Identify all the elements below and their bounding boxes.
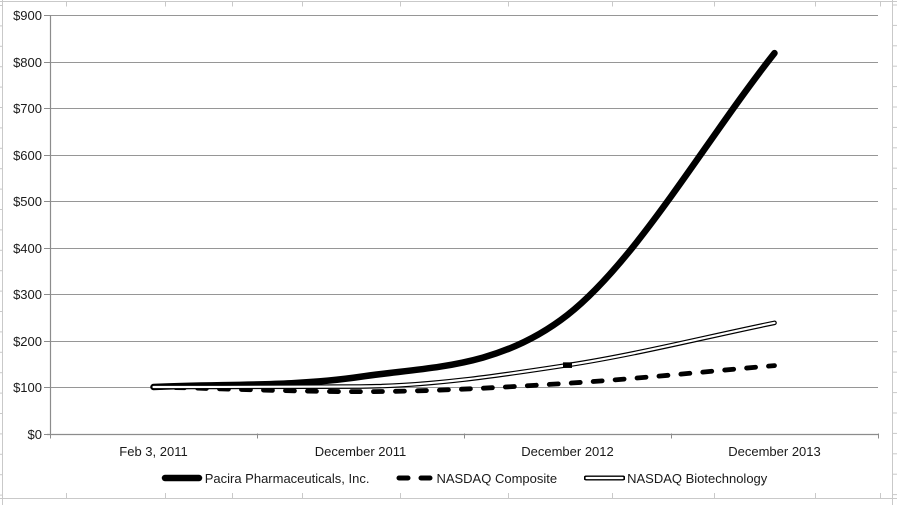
y-axis-label: $600 bbox=[13, 148, 42, 163]
legend-item-nasdaq-biotechnology: NASDAQ Biotechnology bbox=[584, 471, 767, 486]
data-point-marker bbox=[563, 362, 572, 368]
legend: Pacira Pharmaceuticals, Inc. NASDAQ Comp… bbox=[50, 468, 878, 488]
x-axis-label: December 2012 bbox=[521, 444, 614, 459]
y-axis-label: $0 bbox=[28, 427, 42, 442]
y-axis-label: $700 bbox=[13, 101, 42, 116]
x-axis-label: December 2013 bbox=[728, 444, 821, 459]
legend-label: Pacira Pharmaceuticals, Inc. bbox=[204, 470, 370, 486]
series-line-nasdaq-biotechnology bbox=[151, 320, 777, 390]
series-line-pacira bbox=[150, 49, 778, 391]
y-axis-label: $500 bbox=[13, 194, 42, 209]
solid-line-swatch-icon bbox=[161, 474, 202, 482]
legend-label: NASDAQ Biotechnology bbox=[627, 470, 768, 486]
y-axis-label: $400 bbox=[13, 241, 42, 256]
legend-item-nasdaq-composite: NASDAQ Composite bbox=[396, 471, 557, 486]
x-axis-label: Feb 3, 2011 bbox=[119, 444, 187, 459]
y-axis-label: $100 bbox=[13, 380, 42, 395]
y-axis-label: $800 bbox=[13, 55, 42, 70]
series-line-nasdaq-composite bbox=[151, 363, 777, 395]
double-line-swatch-icon bbox=[584, 475, 626, 481]
legend-label: NASDAQ Composite bbox=[436, 470, 558, 486]
dashed-line-swatch-icon bbox=[396, 475, 435, 481]
y-axis-label: $200 bbox=[13, 334, 42, 349]
y-axis-label: $300 bbox=[13, 287, 42, 302]
y-axis-label: $900 bbox=[13, 8, 42, 23]
x-axis-label: December 2011 bbox=[315, 444, 407, 459]
series-line-nasdaq-biotechnology-inner bbox=[152, 321, 776, 389]
legend-item-pacira: Pacira Pharmaceuticals, Inc. bbox=[161, 470, 370, 486]
